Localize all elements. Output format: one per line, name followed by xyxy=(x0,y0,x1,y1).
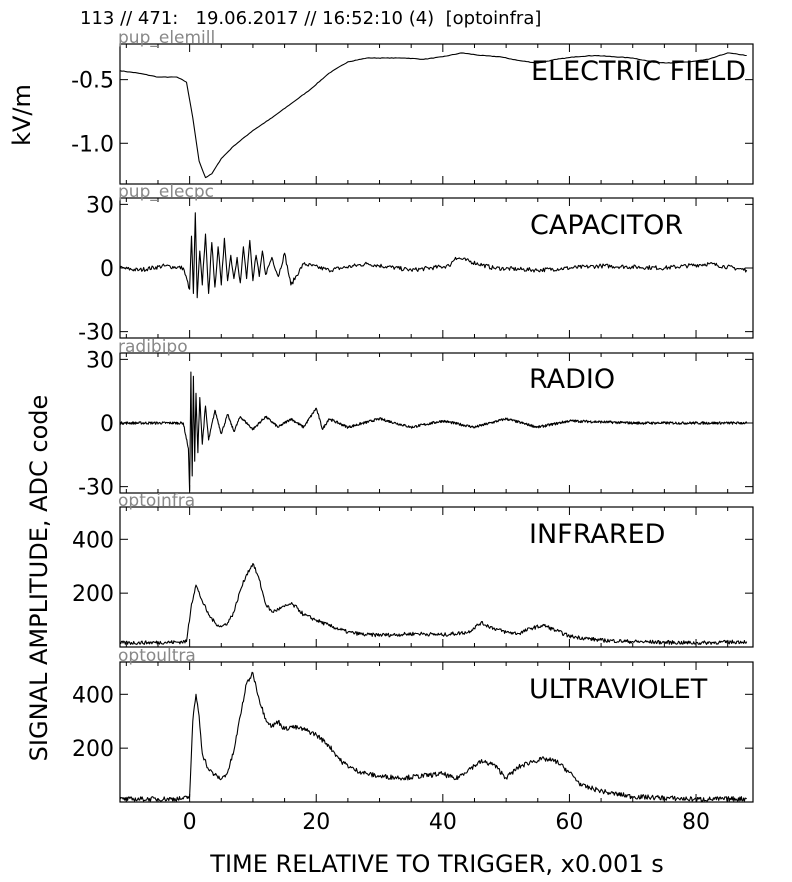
y-axis-label-kvm: kV/m xyxy=(8,84,36,146)
y-tick-label: -30 xyxy=(78,476,114,501)
x-tick-label: 40 xyxy=(429,810,457,835)
panels-group: -0.5 -1.0 pup_elemill ELECTRIC FIELD 30 0 -30 p… xyxy=(71,28,754,803)
y-tick-label: 30 xyxy=(86,348,114,373)
channel-name: pup_elemill xyxy=(118,28,215,48)
figure-header-title: 113 // 471: 19.06.2017 // 16:52:10 (4) [… xyxy=(80,8,542,29)
panel-optoultra: 400 200 optoultra ULTRAVIOLET xyxy=(72,646,754,803)
y-tick-label: 0 xyxy=(100,257,114,282)
panel-frame xyxy=(119,43,754,185)
series-line-optoinfra xyxy=(119,562,748,646)
series-line-pup_elemill xyxy=(119,52,747,179)
y-tick-label: -0.5 xyxy=(71,69,114,94)
channel-name: pup_elecpc xyxy=(118,182,214,202)
series-line-radibipo xyxy=(119,371,748,492)
y-tick-label: 400 xyxy=(72,683,114,708)
channel-name: radibipo xyxy=(118,337,188,357)
panel-frame xyxy=(119,506,754,648)
channel-name: optoultra xyxy=(118,646,196,666)
panel-label: RADIO xyxy=(529,364,615,395)
x-tick-label: 60 xyxy=(555,810,583,835)
y-tick-label: 200 xyxy=(72,737,114,762)
panel-label: ULTRAVIOLET xyxy=(529,674,708,705)
channel-name: optoinfra xyxy=(118,491,195,511)
series-line-optoultra xyxy=(119,671,747,802)
series-line-pup_elecpc xyxy=(119,212,748,299)
y-axis-label-signal-amplitude: SIGNAL AMPLITUDE, ADC code xyxy=(25,395,53,762)
panel-optoinfra: 400 200 optoinfra INFRARED xyxy=(72,491,754,648)
panel-radibipo: 30 0 -30 radibipo RADIO xyxy=(78,337,754,501)
y-tick-label: -30 xyxy=(78,321,114,346)
y-tick-label: -1.0 xyxy=(71,132,114,157)
panel-pup_elecpc: 30 0 -30 pup_elecpc CAPACITOR xyxy=(78,182,754,346)
x-axis-label: TIME RELATIVE TO TRIGGER, x0.001 s xyxy=(209,850,663,878)
y-tick-label: 30 xyxy=(86,193,114,218)
y-tick-label: 0 xyxy=(100,412,114,437)
x-tick-label: 80 xyxy=(682,810,710,835)
x-tick-label: 0 xyxy=(183,810,197,835)
panel-pup_elemill: -0.5 -1.0 pup_elemill ELECTRIC FIELD xyxy=(71,28,754,185)
x-axis-tick-labels: 0 20 40 60 80 xyxy=(183,810,710,835)
y-tick-label: 200 xyxy=(72,582,114,607)
panel-label: ELECTRIC FIELD xyxy=(531,56,746,87)
x-tick-label: 20 xyxy=(302,810,330,835)
panel-frame xyxy=(119,661,754,803)
panel-label: CAPACITOR xyxy=(530,210,683,241)
panel-label: INFRARED xyxy=(529,519,665,550)
y-tick-label: 400 xyxy=(72,528,114,553)
